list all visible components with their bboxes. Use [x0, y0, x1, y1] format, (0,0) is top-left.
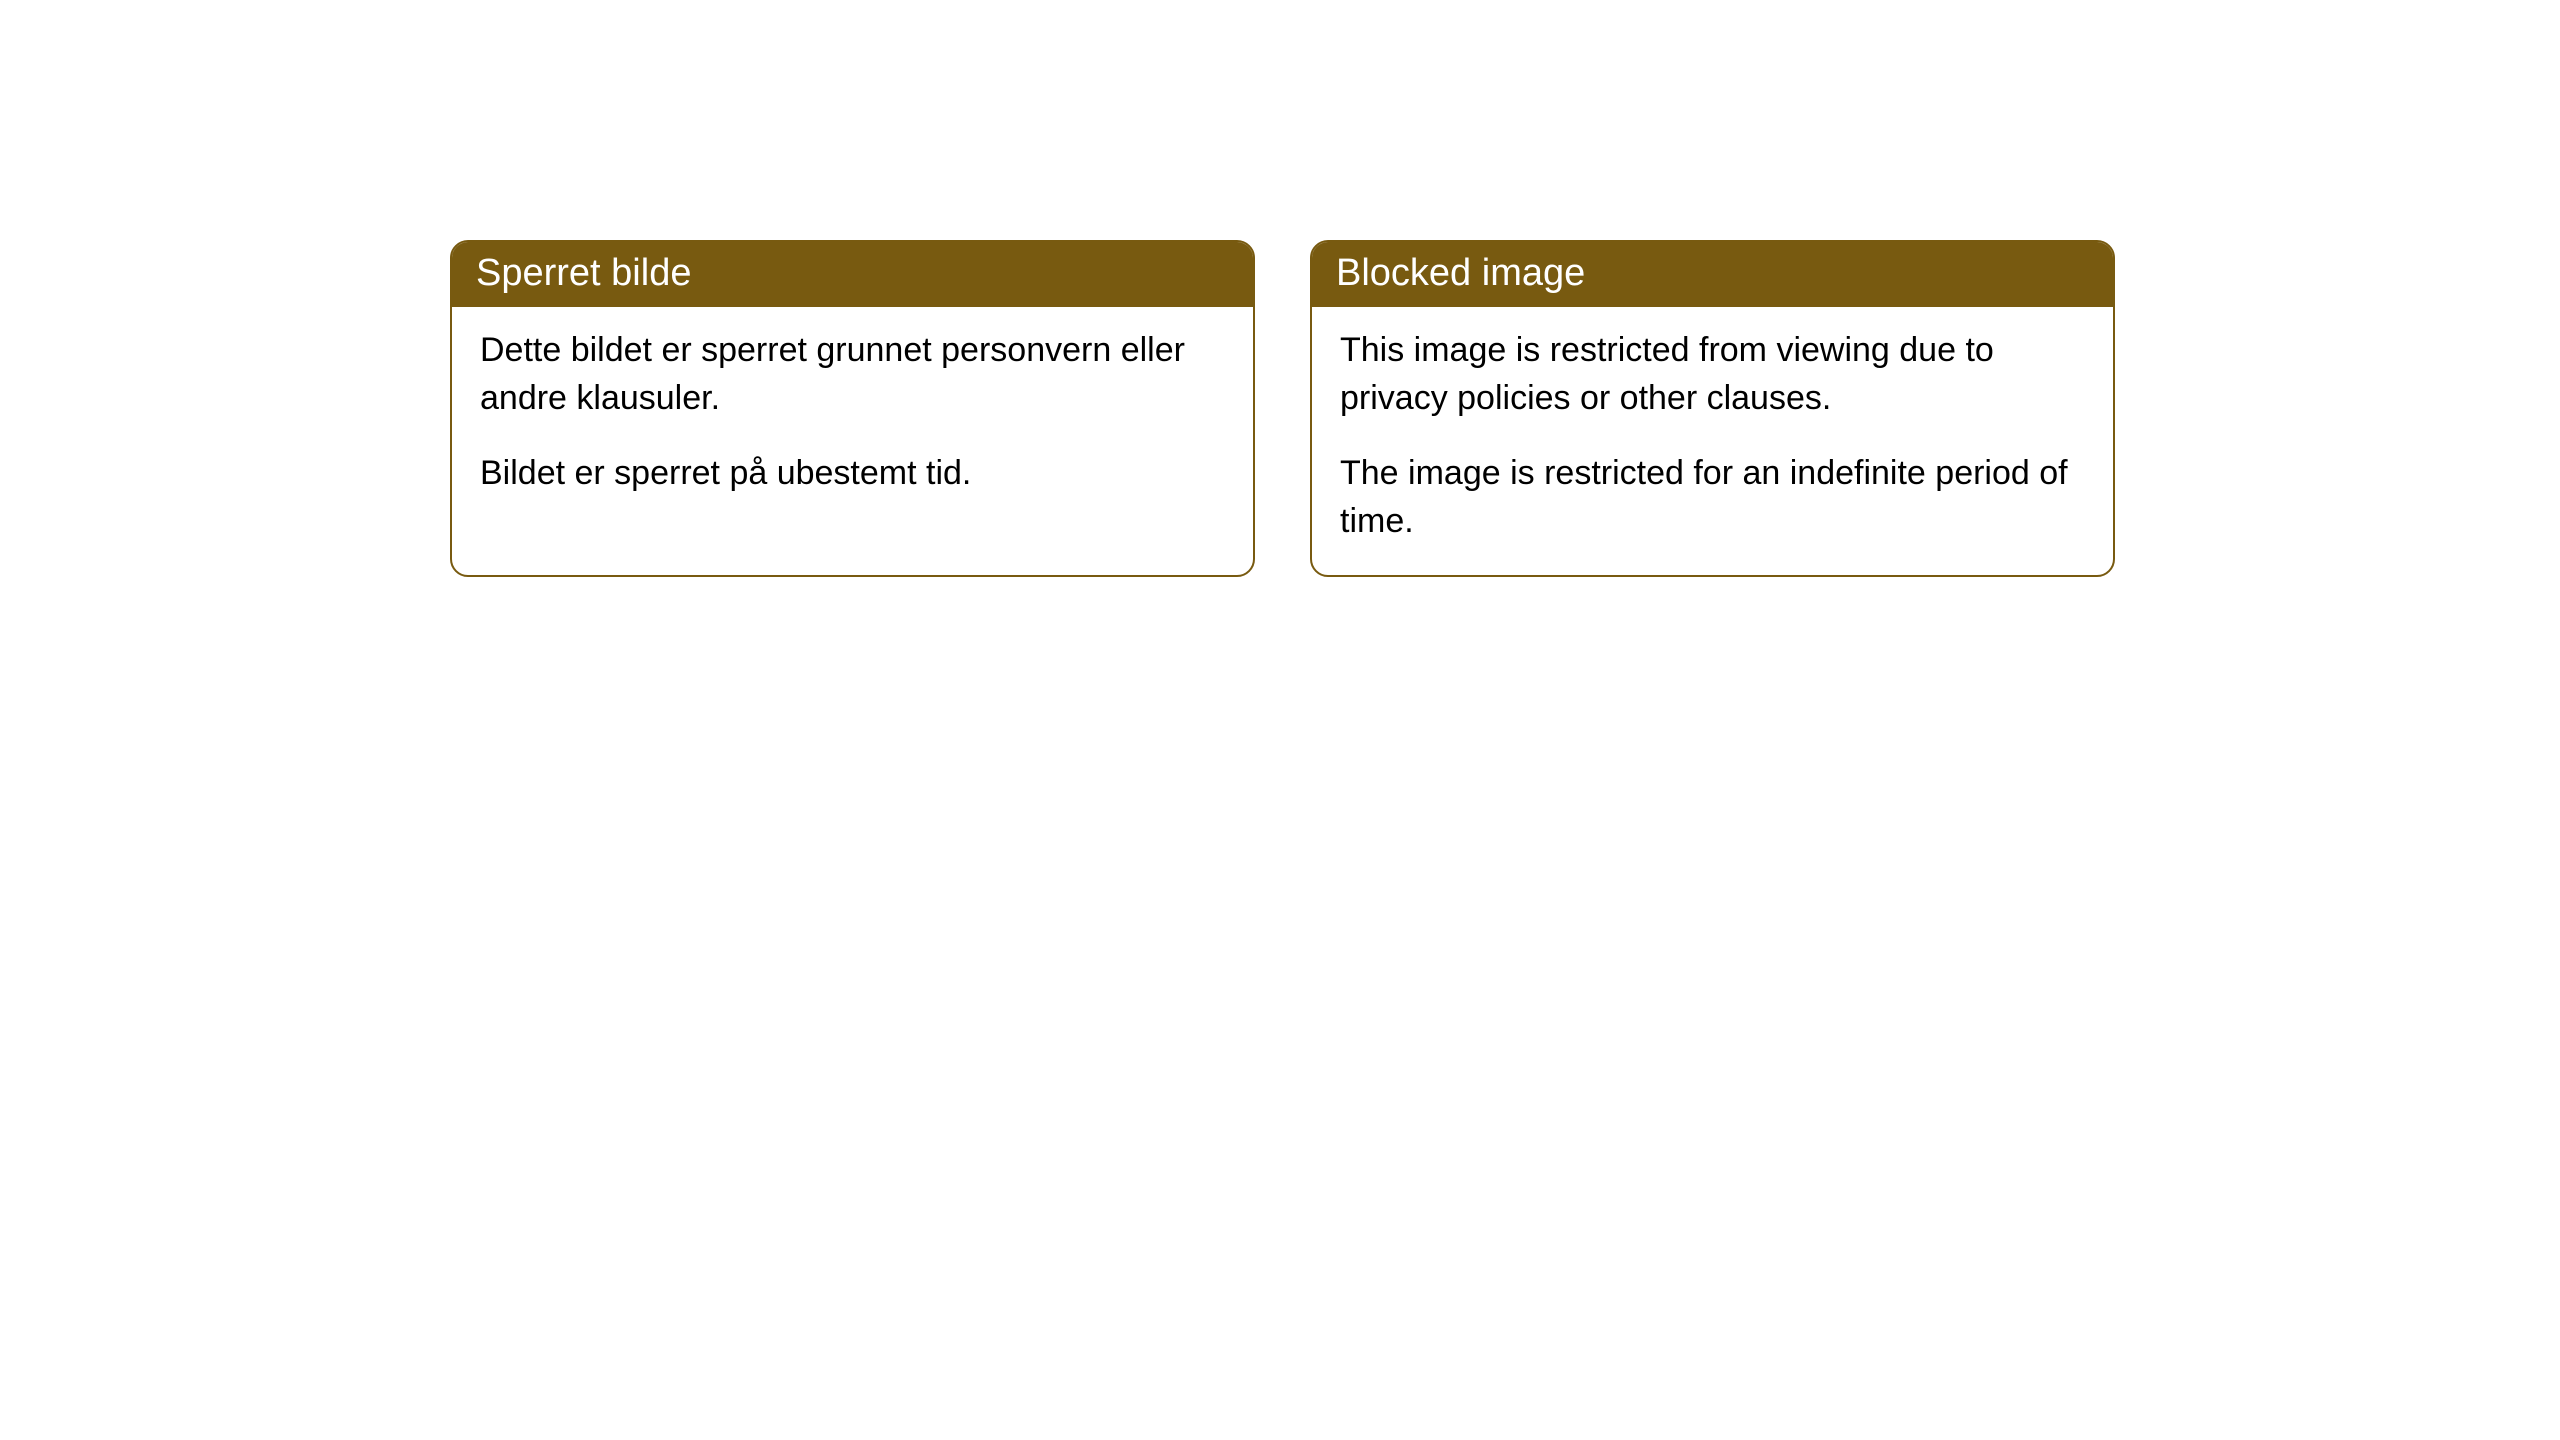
notice-card-english: Blocked image This image is restricted f…	[1310, 240, 2115, 577]
card-text-line: This image is restricted from viewing du…	[1340, 327, 2085, 422]
notice-card-norwegian: Sperret bilde Dette bildet er sperret gr…	[450, 240, 1255, 577]
notice-cards-container: Sperret bilde Dette bildet er sperret gr…	[450, 240, 2560, 577]
card-body: This image is restricted from viewing du…	[1312, 307, 2113, 575]
card-body: Dette bildet er sperret grunnet personve…	[452, 307, 1253, 528]
card-text-line: Bildet er sperret på ubestemt tid.	[480, 450, 1225, 498]
card-header: Sperret bilde	[452, 242, 1253, 307]
card-text-line: The image is restricted for an indefinit…	[1340, 450, 2085, 545]
card-header: Blocked image	[1312, 242, 2113, 307]
card-text-line: Dette bildet er sperret grunnet personve…	[480, 327, 1225, 422]
